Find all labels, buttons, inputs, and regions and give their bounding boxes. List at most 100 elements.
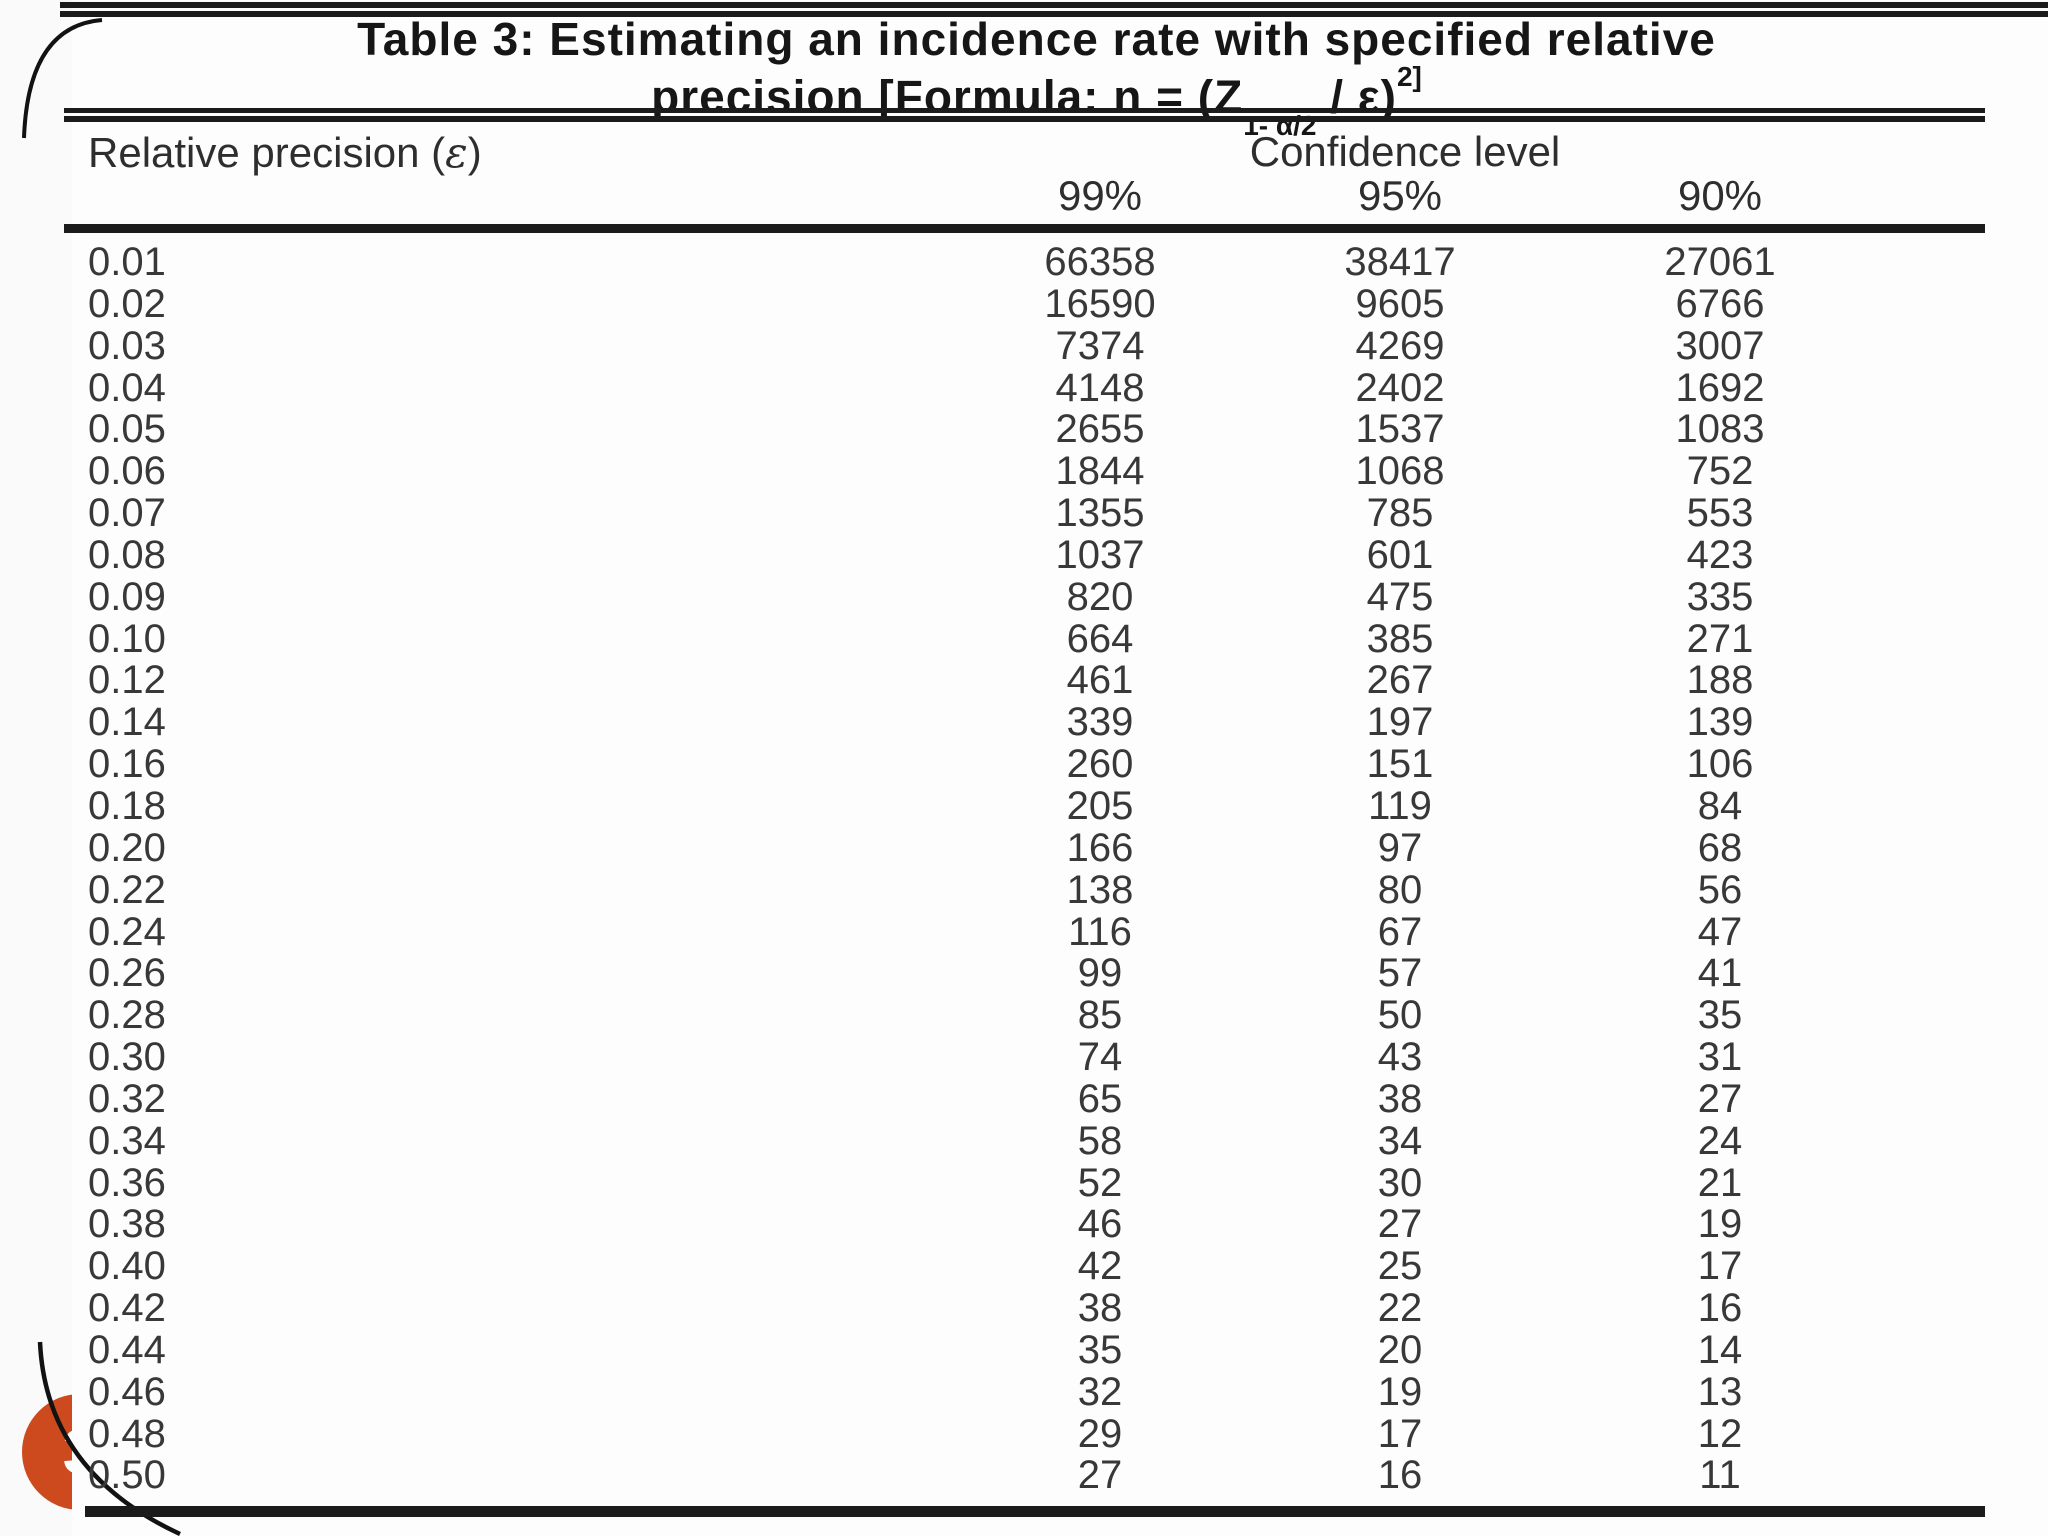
cell-99: 66358 <box>1044 240 1156 284</box>
cell-95: 27 <box>1377 1202 1423 1247</box>
table-row: 0.03 7374 4269 3007 <box>88 323 1922 368</box>
cell-90: 188 <box>1686 658 1754 703</box>
title-rule-lower <box>64 116 1985 122</box>
cell-90: 84 <box>1697 783 1743 828</box>
cell-relative-precision: 0.04 <box>88 365 166 410</box>
cell-relative-precision: 0.01 <box>88 240 166 284</box>
cell-95: 30 <box>1377 1160 1423 1205</box>
cell-relative-precision: 0.34 <box>88 1118 166 1163</box>
table-row: 0.01 66358 38417 27061 <box>88 240 1922 284</box>
top-rule-outer <box>60 2 2048 8</box>
table-row: 0.32 65 38 27 <box>88 1076 1922 1121</box>
cell-90: 31 <box>1697 1035 1743 1080</box>
cell-95: 19 <box>1377 1369 1423 1414</box>
table-sheet <box>72 0 2048 1536</box>
top-rule-inner <box>60 11 2048 17</box>
cell-99: 205 <box>1066 783 1134 828</box>
column-header-relative-precision: Relative precision (ε) <box>88 128 482 177</box>
cell-99: 260 <box>1066 742 1134 787</box>
cell-95: 22 <box>1377 1286 1423 1331</box>
table-row: 0.38 46 27 19 <box>88 1204 1922 1246</box>
table-title-line2-mid: / ε) <box>1316 70 1397 123</box>
table-row: 0.30 74 43 31 <box>88 1035 1922 1080</box>
cell-90: 1692 <box>1675 365 1765 410</box>
cell-90: 13 <box>1697 1369 1743 1414</box>
cell-95: 34 <box>1377 1118 1423 1163</box>
cell-95: 385 <box>1366 616 1434 661</box>
cell-99: 74 <box>1077 1035 1123 1080</box>
cell-99: 99 <box>1077 951 1123 996</box>
cell-95: 9605 <box>1355 281 1445 326</box>
cell-relative-precision: 0.42 <box>88 1286 166 1331</box>
table-row: 0.12 461 267 188 <box>88 660 1922 702</box>
table-row: 0.09 820 475 335 <box>88 574 1922 619</box>
cell-99: 52 <box>1077 1160 1123 1205</box>
cell-95: 67 <box>1377 909 1423 954</box>
table-row: 0.28 85 50 35 <box>88 993 1922 1038</box>
column-header-99: 99% <box>1057 172 1143 219</box>
cell-90: 19 <box>1697 1202 1743 1247</box>
column-header-90: 90% <box>1677 172 1763 219</box>
cell-90: 11 <box>1699 1453 1741 1498</box>
cell-relative-precision: 0.07 <box>88 491 166 536</box>
table-row: 0.40 42 25 17 <box>88 1244 1922 1289</box>
cell-90: 27 <box>1697 1076 1743 1121</box>
cell-90: 35 <box>1697 993 1743 1038</box>
cell-95: 475 <box>1366 574 1434 619</box>
table-row: 0.44 35 20 14 <box>88 1327 1922 1372</box>
cell-relative-precision: 0.38 <box>88 1202 166 1247</box>
cell-99: 166 <box>1066 825 1134 870</box>
cell-99: 7374 <box>1055 323 1145 368</box>
table-row: 0.48 29 17 12 <box>88 1411 1922 1456</box>
cell-90: 106 <box>1686 742 1754 787</box>
cell-90: 24 <box>1697 1118 1743 1163</box>
cell-99: 116 <box>1068 909 1132 954</box>
cell-99: 42 <box>1077 1244 1123 1289</box>
cell-95: 38417 <box>1344 240 1456 284</box>
cell-relative-precision: 0.10 <box>88 616 166 661</box>
title-rule-upper <box>64 108 1985 113</box>
cell-90: 56 <box>1697 867 1743 912</box>
cell-90: 16 <box>1697 1286 1743 1331</box>
cell-95: 785 <box>1366 491 1434 536</box>
precision-label-close: ) <box>467 129 482 176</box>
table-row: 0.10 664 385 271 <box>88 616 1922 661</box>
cell-99: 664 <box>1066 616 1134 661</box>
cell-95: 4269 <box>1355 323 1445 368</box>
cell-99: 27 <box>1077 1453 1123 1498</box>
cell-95: 16 <box>1377 1453 1423 1498</box>
cell-99: 339 <box>1066 700 1134 745</box>
cell-95: 57 <box>1377 951 1423 996</box>
cell-relative-precision: 0.05 <box>88 407 166 452</box>
table-row: 0.46 32 19 13 <box>88 1369 1922 1414</box>
cell-90: 47 <box>1697 909 1743 954</box>
cell-relative-precision: 0.48 <box>88 1411 166 1456</box>
cell-relative-precision: 0.08 <box>88 532 166 577</box>
table-row: 0.26 99 57 41 <box>88 951 1922 996</box>
cell-90: 17 <box>1697 1244 1743 1289</box>
cell-relative-precision: 0.02 <box>88 281 166 326</box>
cell-relative-precision: 0.24 <box>88 909 166 954</box>
cell-99: 35 <box>1077 1327 1123 1372</box>
cell-90: 1083 <box>1675 407 1765 452</box>
cell-relative-precision: 0.32 <box>88 1076 166 1121</box>
cell-95: 2402 <box>1355 365 1445 410</box>
cell-99: 2655 <box>1055 407 1145 452</box>
cell-relative-precision: 0.22 <box>88 867 166 912</box>
column-group-header-confidence-level: Confidence level <box>1249 128 1561 175</box>
table-body: 0.01 66358 38417 27061 0.02 16590 9605 6… <box>88 240 1922 1498</box>
cell-99: 820 <box>1066 574 1134 619</box>
cell-90: 335 <box>1686 574 1754 619</box>
cell-90: 68 <box>1697 825 1743 870</box>
table-row: 0.36 52 30 21 <box>88 1160 1922 1205</box>
table-title-line1: Table 3: Estimating an incidence rate wi… <box>357 13 1716 65</box>
cell-99: 4148 <box>1055 365 1145 410</box>
cell-relative-precision: 0.20 <box>88 825 166 870</box>
cell-relative-precision: 0.28 <box>88 993 166 1038</box>
table-row: 0.20 166 97 68 <box>88 825 1922 870</box>
cell-95: 1068 <box>1355 449 1445 494</box>
table-row: 0.34 58 34 24 <box>88 1118 1922 1163</box>
epsilon-symbol: ε <box>445 128 468 177</box>
cell-90: 14 <box>1697 1327 1743 1372</box>
